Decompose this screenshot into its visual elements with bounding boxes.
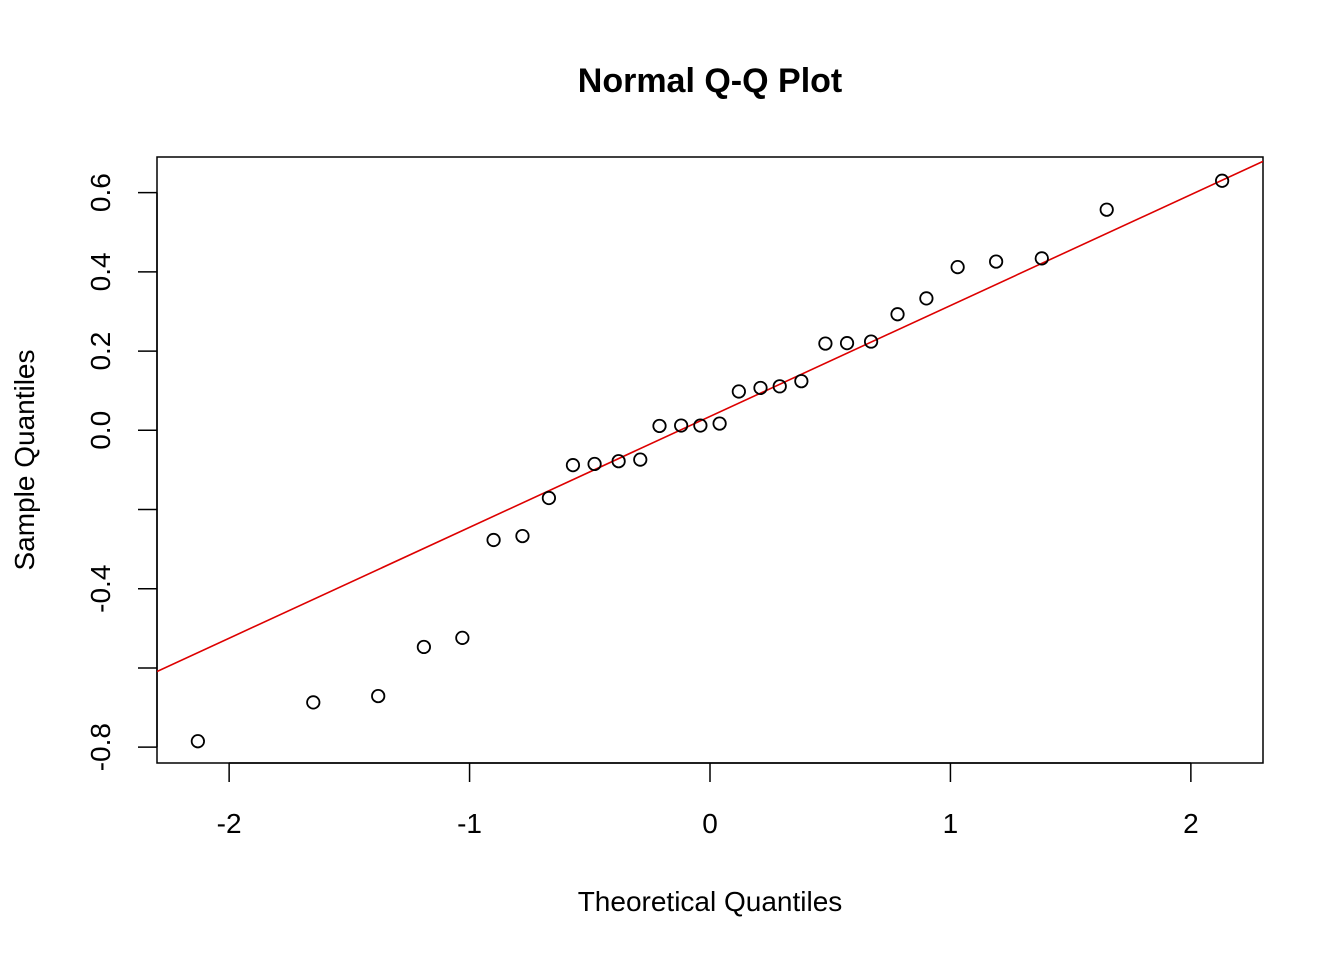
data-point	[652, 418, 667, 434]
y-axis-label: Sample Quantiles	[9, 349, 40, 570]
data-point	[587, 456, 602, 472]
x-tick-label: 2	[1183, 808, 1199, 839]
data-point	[863, 334, 879, 349]
data-point	[693, 418, 708, 433]
data-point	[919, 291, 934, 306]
data-point	[565, 458, 581, 473]
data-point	[772, 379, 787, 394]
x-tick-label: 1	[943, 808, 959, 839]
reference-line-group	[157, 160, 1263, 673]
data-point	[1099, 202, 1114, 217]
y-tick-label: -0.4	[85, 565, 116, 613]
data-point	[541, 490, 557, 506]
data-point	[633, 452, 648, 467]
data-point	[674, 418, 689, 433]
data-point	[515, 528, 530, 544]
x-tick-label: 0	[702, 808, 718, 839]
x-tick-label: -2	[217, 808, 242, 839]
chart-title: Normal Q-Q Plot	[578, 62, 842, 100]
y-tick-label: 0.0	[85, 411, 116, 450]
data-point	[890, 307, 905, 322]
y-tick-label: 0.4	[85, 252, 116, 291]
data-point	[753, 380, 768, 396]
x-axis: -2 -1 0 1 2	[217, 762, 1199, 839]
data-point	[455, 630, 470, 645]
data-point	[190, 734, 205, 749]
y-tick-label: 0.2	[85, 332, 116, 371]
data-point	[1034, 251, 1049, 266]
data-point	[794, 374, 809, 389]
data-point	[989, 254, 1004, 269]
data-point	[306, 695, 321, 710]
data-point	[712, 416, 727, 431]
y-tick-label: 0.6	[85, 173, 116, 212]
data-point	[486, 532, 501, 548]
plot-frame	[156, 156, 1264, 764]
reference-line	[157, 160, 1263, 673]
x-axis-label: Theoretical Quantiles	[578, 886, 843, 917]
x-tick-label: -1	[457, 808, 482, 839]
y-axis: -0.8 -0.4 0.0 0.2 0.4 0.6	[85, 173, 158, 771]
y-tick-label: -0.8	[85, 723, 116, 771]
data-point	[818, 336, 833, 351]
data-point	[371, 688, 386, 704]
data-point	[839, 336, 855, 351]
data-point	[950, 260, 965, 275]
data-points	[190, 173, 1230, 749]
data-point	[416, 639, 431, 655]
data-point	[731, 384, 746, 399]
data-point	[1215, 173, 1230, 188]
data-point	[611, 454, 626, 469]
